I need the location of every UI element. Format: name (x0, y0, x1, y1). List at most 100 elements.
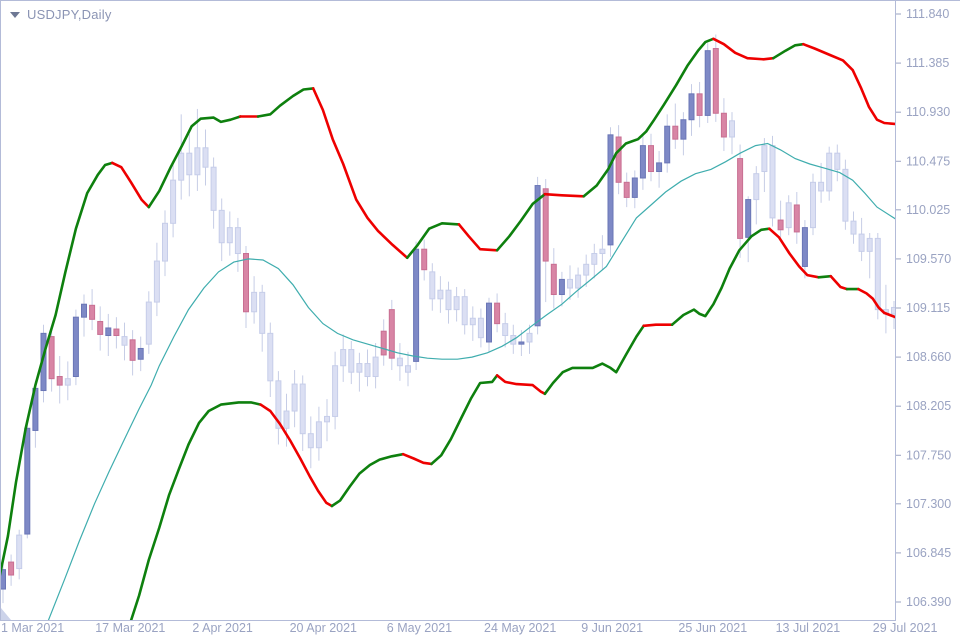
candle-body (243, 253, 249, 313)
candle (720, 98, 727, 152)
candle (810, 173, 816, 236)
price-label: 106.390 (906, 595, 951, 609)
candle-body (186, 152, 193, 176)
upper-band-segment-r (712, 37, 775, 61)
candle (639, 135, 646, 190)
candle (332, 351, 339, 430)
candle-body (534, 185, 541, 327)
upper_band-line (1, 37, 895, 577)
candle-body (461, 296, 468, 326)
candle-body (810, 181, 816, 229)
lower-band-segment-r (495, 374, 547, 396)
candle (421, 239, 428, 281)
candles-layer (1, 34, 895, 604)
candle (591, 243, 598, 279)
candle (745, 196, 752, 263)
candle (89, 289, 96, 331)
candle (1, 563, 6, 604)
candle-body (129, 339, 136, 361)
date-axis[interactable]: 1 Mar 2021 17 Mar 2021 2 Apr 2021 20 Apr 20… (1, 621, 937, 635)
candle (567, 265, 573, 300)
candle-body (202, 147, 209, 168)
lower-band-segment-r (642, 323, 674, 328)
candle (850, 211, 857, 244)
upper-band-segment-r (543, 192, 586, 198)
candle (502, 312, 509, 348)
candle-body (729, 120, 735, 138)
candle (340, 334, 347, 382)
candle (437, 276, 444, 313)
candle-body (396, 357, 403, 367)
candle (648, 133, 654, 182)
candle-body (210, 166, 217, 211)
candle-body (1, 569, 6, 590)
date-label: 2 Apr 2021 (192, 621, 253, 635)
candle-body (218, 209, 225, 244)
candle-body (445, 289, 452, 311)
lower_band-line (129, 227, 895, 620)
candle (64, 361, 71, 401)
candle (729, 112, 735, 155)
candle-body (137, 347, 144, 360)
candle (48, 329, 55, 392)
candle-body (453, 296, 460, 311)
price-label: 106.845 (906, 546, 951, 560)
candle-body (307, 433, 314, 449)
candle-body (631, 177, 638, 198)
candle (656, 151, 663, 188)
date-label: 17 Mar 2021 (95, 621, 165, 635)
candle-body (105, 327, 112, 337)
candle-body (696, 93, 703, 116)
price-label: 110.475 (906, 154, 950, 168)
candle-body (753, 173, 760, 201)
candle-body (567, 278, 573, 289)
candle (178, 114, 185, 200)
candle (234, 217, 241, 272)
candle (324, 399, 330, 442)
candle-body (737, 158, 744, 239)
lower-band-segment-g (670, 227, 771, 327)
candle-body (89, 304, 96, 320)
candle (243, 245, 249, 328)
candle-body (526, 332, 533, 343)
candle (664, 114, 671, 173)
candle (129, 330, 136, 376)
candle-body (24, 427, 31, 535)
date-label: 9 Jun 2021 (581, 621, 643, 635)
price-axis[interactable]: 111.840 111.385 110.930 110.475 110.025 109.5… (896, 7, 951, 609)
candle (688, 84, 695, 136)
upper-band-segment-r (311, 87, 409, 260)
candle-body (48, 336, 55, 380)
candle-body (550, 263, 557, 296)
date-label: 1 Mar 2021 (1, 621, 64, 635)
candle-body (583, 263, 590, 276)
candle (550, 248, 557, 309)
candle-body (356, 363, 363, 373)
upper-band-segment-g (256, 87, 315, 118)
lower-band-segment-r (829, 274, 849, 291)
candle (542, 179, 549, 303)
candle (72, 309, 79, 386)
candle (575, 267, 582, 298)
candle-body (170, 179, 177, 224)
candle (712, 34, 719, 122)
candle-body (494, 302, 501, 325)
plot-area[interactable] (0, 34, 897, 633)
candle (842, 159, 849, 230)
candle (769, 135, 776, 227)
candle-body (56, 376, 63, 386)
candle (607, 127, 614, 257)
candle-body (858, 233, 865, 252)
candle (583, 254, 590, 287)
candle-body (413, 248, 420, 362)
candle-body (8, 561, 15, 576)
lower-band-segment-g (817, 274, 833, 279)
candle (24, 421, 31, 539)
candle-body (429, 271, 436, 300)
upper-band-segment-g (405, 222, 461, 260)
candle-body (162, 222, 168, 262)
candle (494, 293, 501, 333)
candle-body (623, 181, 630, 198)
lower-band-segment-r (401, 452, 433, 466)
